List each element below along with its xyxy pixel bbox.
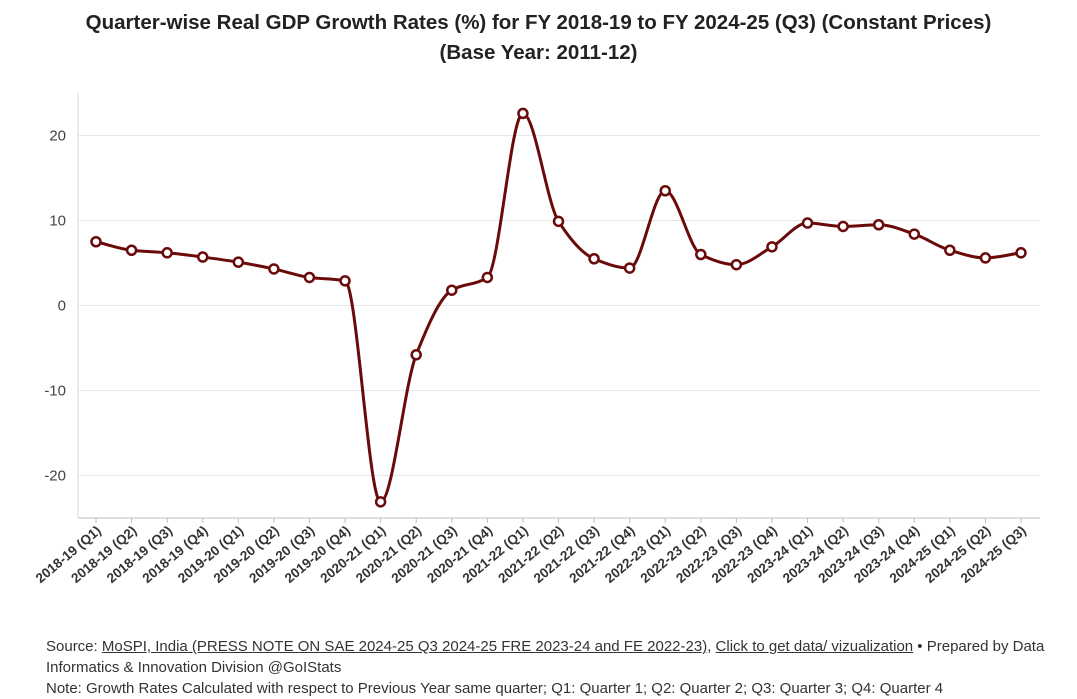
data-point[interactable] <box>623 262 636 274</box>
chart-title-block: Quarter-wise Real GDP Growth Rates (%) f… <box>0 8 1077 68</box>
data-visualization-link[interactable]: Click to get data/ vizualization <box>715 638 914 655</box>
data-point[interactable] <box>232 256 245 268</box>
data-point[interactable] <box>481 271 494 284</box>
data-point[interactable] <box>374 496 387 508</box>
data-point[interactable] <box>517 107 529 120</box>
y-tick-label: 0 <box>58 298 66 315</box>
source-separator: , <box>707 638 716 655</box>
data-point[interactable] <box>588 253 600 265</box>
y-tick-label: -20 <box>44 468 66 485</box>
chart-footer: Source: MoSPI, India (PRESS NOTE ON SAE … <box>46 636 1066 699</box>
source-link[interactable]: MoSPI, India (PRESS NOTE ON SAE 2024-25 … <box>101 638 708 655</box>
data-point[interactable] <box>908 228 921 240</box>
data-point[interactable] <box>872 219 885 231</box>
data-point[interactable] <box>730 258 743 271</box>
data-point[interactable] <box>659 185 671 197</box>
data-point[interactable] <box>161 247 173 259</box>
data-point[interactable] <box>446 284 458 296</box>
data-point[interactable] <box>196 251 209 263</box>
data-point[interactable] <box>90 236 102 248</box>
data-point[interactable] <box>944 244 956 256</box>
data-point[interactable] <box>552 215 565 228</box>
data-point[interactable] <box>268 263 280 275</box>
y-tick-label: 10 <box>49 213 66 230</box>
series-line-layer <box>94 111 1023 504</box>
data-point[interactable] <box>125 244 138 256</box>
data-point[interactable] <box>801 217 814 229</box>
data-point[interactable] <box>339 275 351 287</box>
data-points <box>90 107 1027 508</box>
y-tick-label: 20 <box>49 128 66 145</box>
data-point[interactable] <box>766 241 778 253</box>
data-point[interactable] <box>1015 247 1027 259</box>
y-tick-label: -10 <box>44 383 66 400</box>
footer-note: Note: Growth Rates Calculated with respe… <box>46 680 944 697</box>
data-point[interactable] <box>410 349 422 361</box>
data-point[interactable] <box>837 220 849 233</box>
chart-title: Quarter-wise Real GDP Growth Rates (%) f… <box>85 11 992 34</box>
data-point[interactable] <box>979 252 992 264</box>
prepared-by-text: • Prepared by Data <box>913 638 1045 655</box>
series-line <box>94 111 1023 504</box>
grid-lines <box>78 135 1040 476</box>
prepared-by-division: Informatics & Innovation Division @GoISt… <box>46 659 342 676</box>
axes <box>77 93 1040 523</box>
data-point[interactable] <box>303 271 316 284</box>
source-prefix: Source: <box>46 638 102 655</box>
chart-subtitle: (Base Year: 2011-12) <box>439 41 638 64</box>
data-point[interactable] <box>695 248 707 261</box>
